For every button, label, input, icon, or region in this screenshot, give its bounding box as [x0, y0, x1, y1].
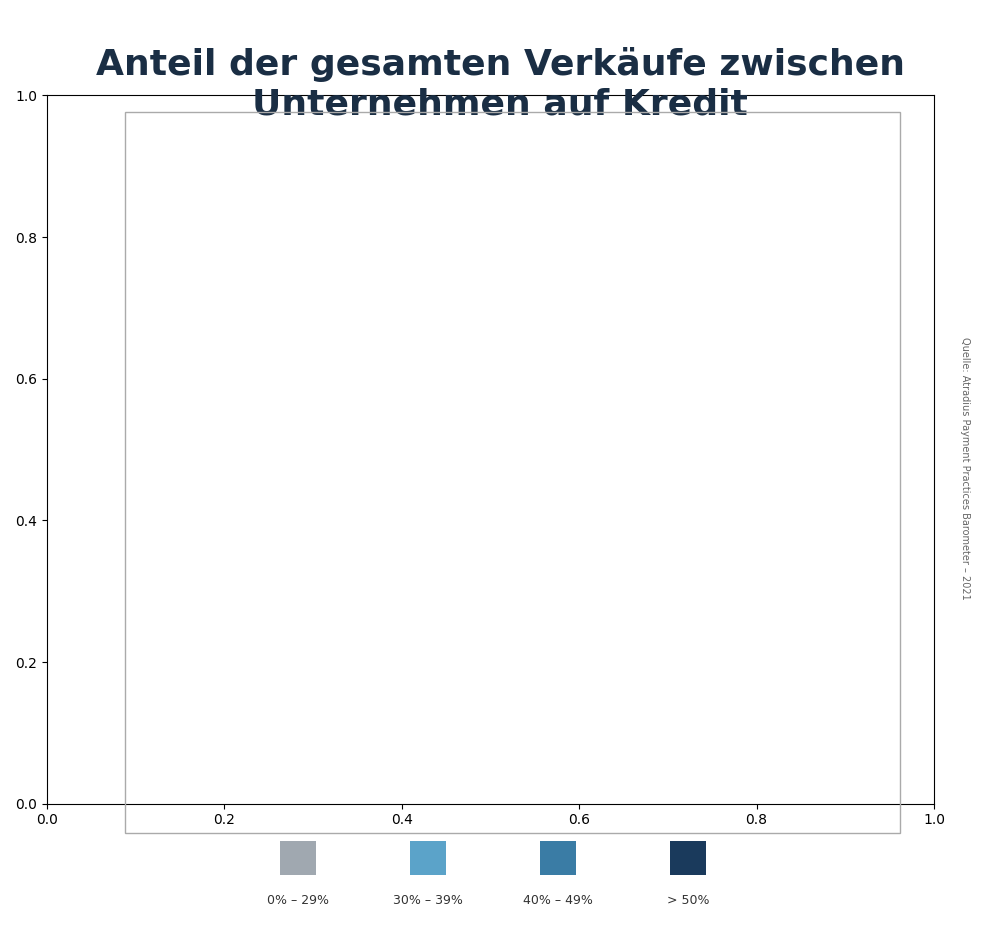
Text: 40% – 49%: 40% – 49% — [523, 894, 593, 907]
Text: Quelle: Atradius Payment Practices Barometer – 2021: Quelle: Atradius Payment Practices Barom… — [960, 337, 970, 599]
Text: > 50%: > 50% — [667, 894, 709, 907]
Text: 30% – 39%: 30% – 39% — [393, 894, 463, 907]
Text: Anteil der gesamten Verkäufe zwischen
Unternehmen auf Kredit: Anteil der gesamten Verkäufe zwischen Un… — [96, 47, 904, 121]
Text: 0% – 29%: 0% – 29% — [267, 894, 329, 907]
